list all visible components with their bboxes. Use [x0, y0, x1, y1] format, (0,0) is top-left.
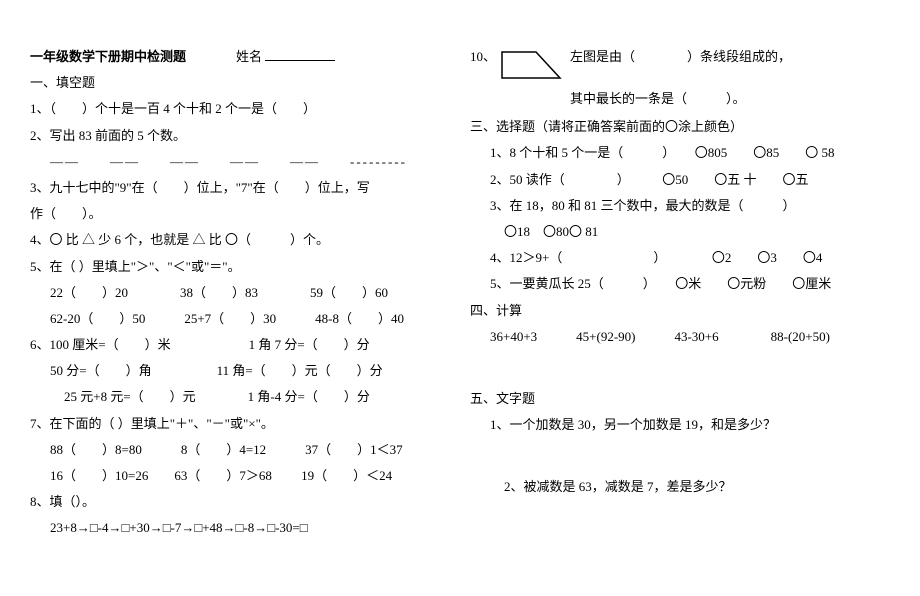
s3-q2: 2、50 读作（ ） 〇50 〇五 十 〇五	[470, 171, 890, 189]
q6-row3: 25 元+8 元=（ ）元 1 角-4 分=（ ）分	[30, 388, 450, 406]
q8: 8、填（）。	[30, 493, 450, 511]
q3-line2: 作（ ）。	[30, 205, 450, 223]
trapezoid-icon	[496, 48, 566, 82]
name-underline	[265, 60, 335, 61]
q7-row1: 88（ ）8=80 8（ ）4=12 37（ ）1＜37	[30, 441, 450, 459]
s3-q3a: 3、在 18，80 和 81 三个数中，最大的数是（ ）	[470, 197, 890, 215]
s3-q3b: 〇18 〇80〇 81	[470, 223, 890, 241]
s3-q4: 4、12＞9+（ ） 〇2 〇3 〇4	[470, 249, 890, 267]
s5-q2: 2、被减数是 63，减数是 7，差是多少？	[470, 478, 890, 496]
s3-q5: 5、一要黄瓜长 25（ ） 〇米 〇元粉 〇厘米	[470, 275, 890, 293]
section-1-heading: 一、填空题	[30, 74, 450, 92]
q2-blanks: —— —— —— —— —— ---------	[30, 153, 450, 171]
q1: 1、（ ）个十是一百 4 个十和 2 个一是（ ）	[30, 100, 450, 118]
s3-q1: 1、8 个十和 5 个一是（ ） 〇805 〇85 〇 58	[470, 144, 890, 162]
q7: 7、在下面的（ ）里填上"＋"、"－"或"×"。	[30, 415, 450, 433]
section-3-heading: 三、选择题（请将正确答案前面的〇涂上颜色）	[470, 118, 890, 136]
section-4-heading: 四、计算	[470, 302, 890, 320]
name-field: 姓名	[206, 48, 335, 66]
q5-row1: 22（ ）20 38（ ）83 59（ ）60	[30, 284, 450, 302]
q6-row1: 6、100 厘米=（ ）米 1 角 7 分=（ ）分	[30, 336, 450, 354]
s5-q1: 1、一个加数是 30，另一个加数是 19，和是多少？	[470, 416, 890, 434]
q2: 2、写出 83 前面的 5 个数。	[30, 127, 450, 145]
spacer	[470, 354, 890, 382]
q10-text1: 左图是由（ ）条线段组成的，	[570, 48, 890, 66]
q4: 4、〇 比 △ 少 6 个，也就是 △ 比 〇（ ）个。	[30, 231, 450, 249]
s4-q1: 36+40+3 45+(92-90) 43-30+6 88-(20+50)	[470, 328, 890, 346]
name-label: 姓名	[236, 49, 262, 64]
q3-line1: 3、九十七中的"9"在（ ）位上，"7"在（ ）位上，写	[30, 179, 450, 197]
q10-number: 10、	[470, 48, 496, 66]
spacer2	[470, 442, 890, 470]
q10-row1: 10、 左图是由（ ）条线段组成的，	[470, 48, 890, 82]
q5-row2: 62-20（ ）50 25+7（ ）30 48-8（ ）40	[30, 310, 450, 328]
title-row: 一年级数学下册期中检测题 姓名	[30, 48, 450, 66]
section-5-heading: 五、文字题	[470, 390, 890, 408]
right-column: 10、 左图是由（ ）条线段组成的， 其中最长的一条是（ ）。 三、选择题（请将…	[470, 48, 890, 566]
q7-row2: 16（ ）10=26 63（ ）7＞68 19（ ）＜24	[30, 467, 450, 485]
q6-row2: 50 分=（ ）角 11 角=（ ）元（ ）分	[30, 362, 450, 380]
left-column: 一年级数学下册期中检测题 姓名 一、填空题 1、（ ）个十是一百 4 个十和 2…	[30, 48, 450, 566]
q5: 5、在（ ）里填上"＞"、"＜"或"＝"。	[30, 258, 450, 276]
q10-text2: 其中最长的一条是（ ）。	[470, 90, 890, 108]
q8-chain: 23+8→□-4→□+30→□-7→□+48→□-8→□-30=□	[30, 519, 450, 537]
exam-title: 一年级数学下册期中检测题	[30, 48, 186, 66]
